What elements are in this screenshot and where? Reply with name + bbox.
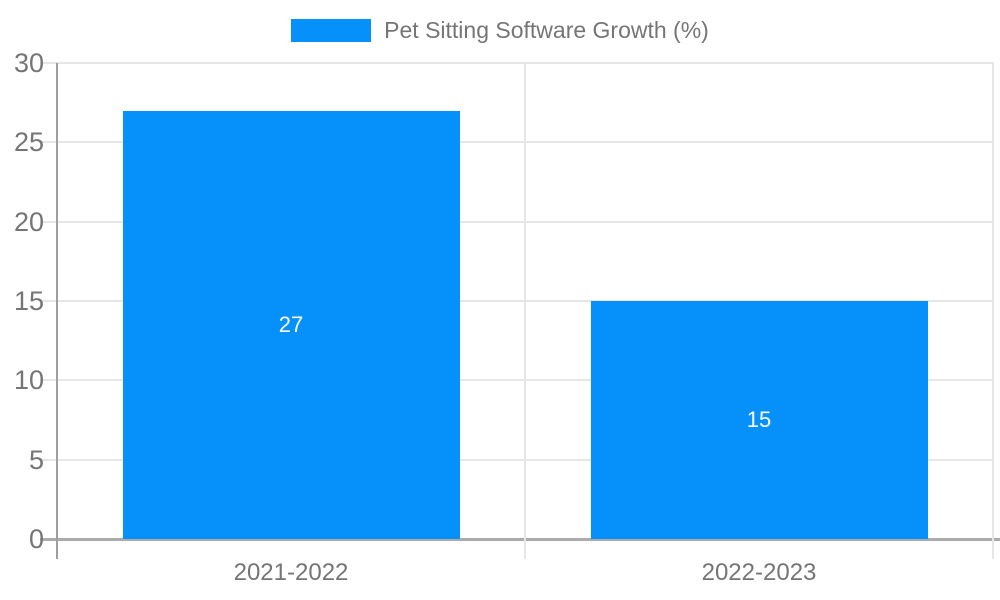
y-axis-line (56, 63, 58, 559)
y-axis-label: 15 (13, 286, 44, 316)
gridline (40, 458, 994, 461)
x-axis-baseline (40, 538, 1000, 541)
x-axis-label: 2021-2022 (233, 559, 349, 586)
bar-value-label: 15 (746, 407, 772, 432)
vertical-gridline (524, 63, 526, 559)
y-axis-label: 0 (28, 524, 44, 554)
y-axis-label: 20 (13, 206, 44, 237)
legend: Pet Sitting Software Growth (%) (0, 17, 1000, 44)
legend-swatch (291, 19, 372, 42)
legend-label: Pet Sitting Software Growth (%) (384, 17, 709, 43)
gridline (40, 379, 994, 382)
bar (591, 301, 928, 539)
vertical-gridline (992, 63, 994, 559)
gridline (40, 141, 994, 144)
bar (123, 111, 460, 539)
y-axis-label: 30 (13, 48, 44, 78)
gridline (40, 220, 994, 223)
y-axis-label: 5 (28, 444, 44, 475)
x-axis-label: 2022-2023 (701, 559, 817, 586)
gridline (40, 300, 994, 302)
bar-value-label: 27 (278, 312, 304, 337)
gridline (40, 62, 994, 64)
y-axis-label: 10 (13, 365, 44, 396)
y-axis-label: 25 (13, 127, 44, 158)
